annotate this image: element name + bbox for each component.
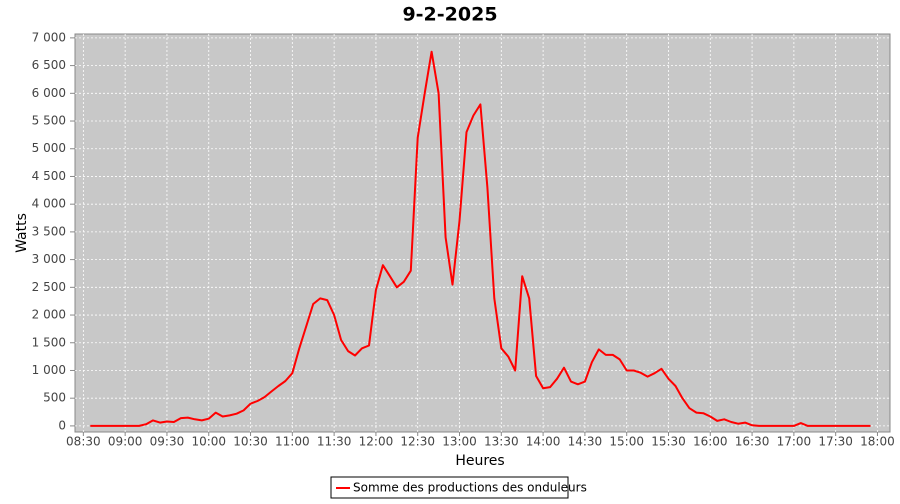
x-tick-label: 10:00 [191,435,226,449]
y-tick-label: 3 500 [32,224,66,238]
y-tick-label: 0 [58,418,66,432]
y-tick-label: 1 500 [32,335,66,349]
x-tick-label: 13:30 [484,435,519,449]
legend-label: Somme des productions des onduleurs [353,481,587,495]
x-tick-label: 13:00 [442,435,477,449]
x-tick-label: 09:30 [150,435,185,449]
x-tick-label: 10:30 [233,435,268,449]
y-tick-label: 2 500 [32,280,66,294]
y-tick-label: 2 000 [32,308,66,322]
y-tick-label: 3 000 [32,252,66,266]
chart-title: 9-2-2025 [402,4,497,26]
series-line [90,50,871,427]
x-tick-label: 15:30 [651,435,686,449]
x-tick-label: 18:00 [860,435,895,449]
y-tick-label: 6 000 [32,86,66,100]
y-tick-label: 4 000 [32,197,66,211]
x-tick-label: 16:00 [693,435,728,449]
x-tick-label: 12:30 [400,435,435,449]
y-axis-label: Watts [14,213,30,253]
y-tick-label: 5 500 [32,114,66,128]
x-tick-label: 14:30 [568,435,603,449]
x-tick-label: 09:00 [108,435,143,449]
plot-area [74,33,891,433]
x-tick-label: 08:30 [66,435,101,449]
x-tick-label: 15:00 [609,435,644,449]
x-tick-label: 14:00 [526,435,561,449]
y-tick-label: 6 500 [32,58,66,72]
legend [330,476,569,499]
x-tick-label: 17:00 [777,435,812,449]
y-tick-label: 7 000 [32,30,66,44]
y-tick-label: 4 500 [32,169,66,183]
y-tick-label: 5 000 [32,141,66,155]
x-tick-label: 16:30 [735,435,770,449]
x-tick-label: 12:00 [359,435,394,449]
x-axis-label: Heures [455,453,504,469]
y-tick-label: 500 [43,391,66,405]
x-tick-label: 17:30 [818,435,853,449]
x-tick-label: 11:00 [275,435,310,449]
y-tick-label: 1 000 [32,363,66,377]
x-tick-label: 11:30 [317,435,352,449]
